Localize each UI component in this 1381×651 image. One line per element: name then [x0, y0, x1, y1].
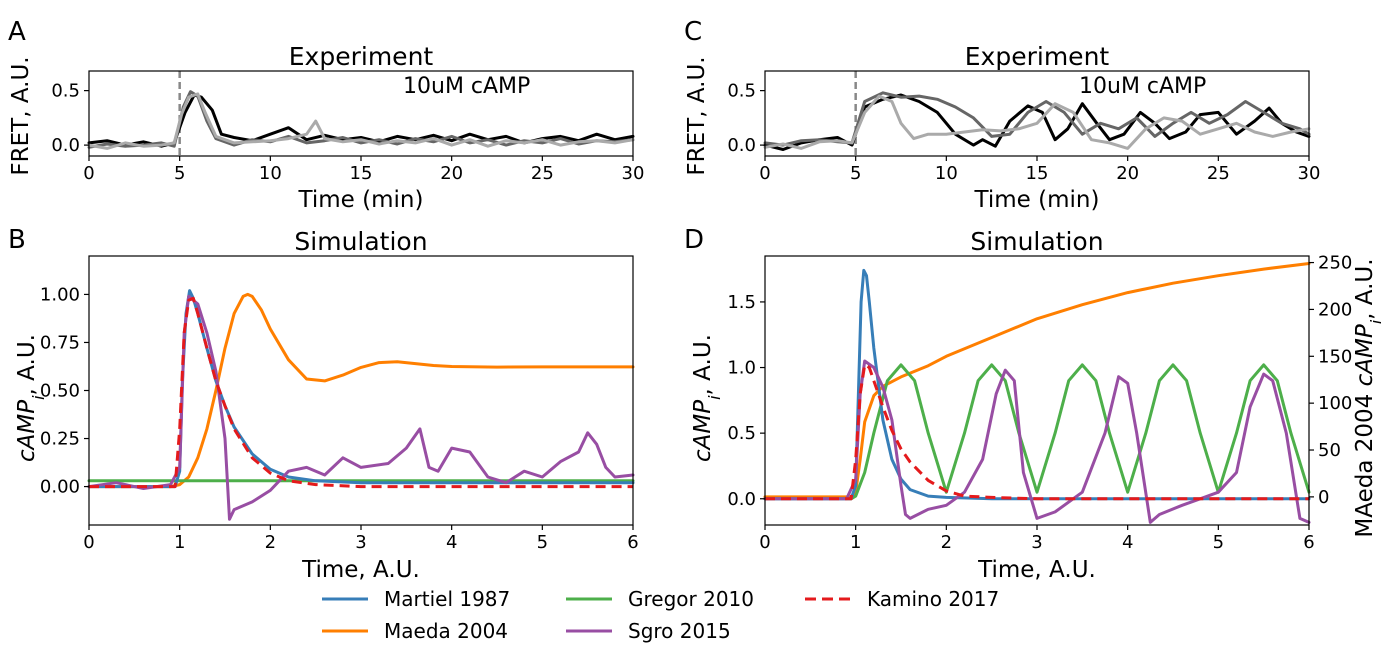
annotation-c: 10uM cAMP — [1079, 74, 1206, 99]
ylabel-a: FRET, A.U. — [8, 56, 34, 175]
x-tick-label: 2 — [265, 532, 276, 553]
y-tick-label: 0.00 — [40, 477, 80, 498]
y2label-d: MAeda 2004 cAMPi, A.U. — [1352, 258, 1381, 537]
series-line-sgro — [87, 294, 635, 521]
x-tick-label: 15 — [350, 163, 373, 184]
y2-tick-label: 250 — [1318, 253, 1352, 274]
legend-label: Sgro 2015 — [628, 619, 731, 643]
title-a: Experiment — [289, 42, 434, 71]
xlabel-c: Time (min) — [974, 187, 1100, 213]
y-tick-label: 0.0 — [51, 135, 80, 156]
series-line-exp3 — [87, 92, 635, 150]
x-tick-label: 5 — [174, 163, 185, 184]
y-tick-label: 0.75 — [40, 332, 80, 353]
panel-letter-a: A — [8, 17, 26, 47]
series-line-maeda — [87, 292, 635, 489]
x-tick-label: 2 — [941, 532, 952, 553]
y2-tick-label: 200 — [1318, 299, 1352, 320]
series-line-martiel — [87, 289, 635, 489]
x-tick-label: 20 — [440, 163, 463, 184]
y2-tick-label: 100 — [1318, 393, 1352, 414]
y2-tick-label: 50 — [1318, 440, 1341, 461]
x-tick-label: 6 — [1303, 532, 1314, 553]
xlabel-b: Time, A.U. — [301, 557, 420, 583]
y-tick-label: 0.5 — [51, 81, 80, 102]
annotation-a: 10uM cAMP — [403, 74, 530, 99]
legend-item: Martiel 1987 — [322, 587, 510, 611]
series-line-exp3 — [763, 94, 1311, 150]
title-b: Simulation — [294, 227, 427, 256]
y-tick-label: 0.5 — [727, 81, 756, 102]
xlabel-a: Time (min) — [298, 187, 424, 213]
legend-label: Kamino 2017 — [867, 587, 999, 611]
ylabel-c: FRET, A.U. — [684, 56, 710, 175]
series-line-kamino — [89, 296, 633, 489]
x-tick-label: 0 — [83, 163, 94, 184]
x-tick-label: 25 — [531, 163, 554, 184]
title-c: Experiment — [965, 42, 1110, 71]
chart-b: 0 1 2 3 4 5 6 0.00 0.25 0.50 0.75 1.00 — [40, 255, 639, 553]
y-tick-label: 0.25 — [40, 429, 80, 450]
series-line-gregor — [763, 363, 1311, 501]
x-tick-label: 30 — [1298, 163, 1321, 184]
panel-letter-b: B — [8, 225, 26, 255]
x-tick-label: 6 — [627, 532, 638, 553]
ylabel-b: cAMPi, A.U. — [14, 334, 48, 462]
x-tick-label: 20 — [1116, 163, 1139, 184]
x-tick-label: 15 — [1026, 163, 1049, 184]
legend-label: Maeda 2004 — [384, 619, 508, 643]
x-tick-label: 25 — [1207, 163, 1230, 184]
panel-letter-c: C — [684, 17, 702, 47]
chart-d: 0 1 2 3 4 5 6 0.0 0.5 1.0 1.5 0 50 100 150 200 250 — [727, 253, 1352, 553]
legend-label: Gregor 2010 — [628, 587, 754, 611]
y-tick-label: 0.0 — [727, 135, 756, 156]
x-tick-label: 10 — [259, 163, 282, 184]
y-tick-label: 0.0 — [727, 489, 756, 510]
x-tick-label: 0 — [759, 163, 770, 184]
y2-tick-label: 150 — [1318, 346, 1352, 367]
series-line-exp2 — [763, 91, 1311, 147]
legend-label: Martiel 1987 — [384, 587, 510, 611]
legend-item: Sgro 2015 — [566, 619, 731, 643]
x-tick-label: 1 — [850, 532, 861, 553]
series-line-sgro — [763, 359, 1311, 524]
xlabel-d: Time, A.U. — [977, 557, 1096, 583]
x-tick-label: 4 — [446, 532, 457, 553]
ylabel-d: cAMPi, A.U. — [690, 334, 724, 462]
x-tick-label: 5 — [1213, 532, 1224, 553]
x-tick-label: 1 — [174, 532, 185, 553]
chart-c: 0 5 10 15 20 25 30 0.0 0.5 — [727, 70, 1321, 184]
x-tick-label: 10 — [935, 163, 958, 184]
legend-item: Gregor 2010 — [566, 587, 754, 611]
x-tick-label: 0 — [759, 532, 770, 553]
chart-a: 0 5 10 15 20 25 30 0.0 0.5 — [51, 70, 645, 184]
panel-letter-d: D — [684, 225, 704, 255]
y-tick-label: 0.50 — [40, 381, 80, 402]
series-line-maeda — [763, 262, 1311, 499]
series-line-kamino — [765, 363, 1309, 501]
x-tick-label: 0 — [83, 532, 94, 553]
y-tick-label: 1.00 — [40, 284, 80, 305]
x-tick-label: 3 — [1031, 532, 1042, 553]
x-tick-label: 5 — [850, 163, 861, 184]
x-tick-label: 3 — [355, 532, 366, 553]
y-tick-label: 1.0 — [727, 358, 756, 379]
x-tick-label: 5 — [537, 532, 548, 553]
x-tick-label: 30 — [622, 163, 645, 184]
axes-frame — [764, 255, 1310, 526]
x-tick-label: 4 — [1122, 532, 1133, 553]
title-d: Simulation — [970, 227, 1103, 256]
y-tick-label: 1.5 — [727, 292, 756, 313]
y2-tick-label: 0 — [1318, 487, 1329, 508]
legend-item: Kamino 2017 — [805, 587, 999, 611]
y-tick-label: 0.5 — [727, 423, 756, 444]
legend-item: Maeda 2004 — [322, 619, 508, 643]
